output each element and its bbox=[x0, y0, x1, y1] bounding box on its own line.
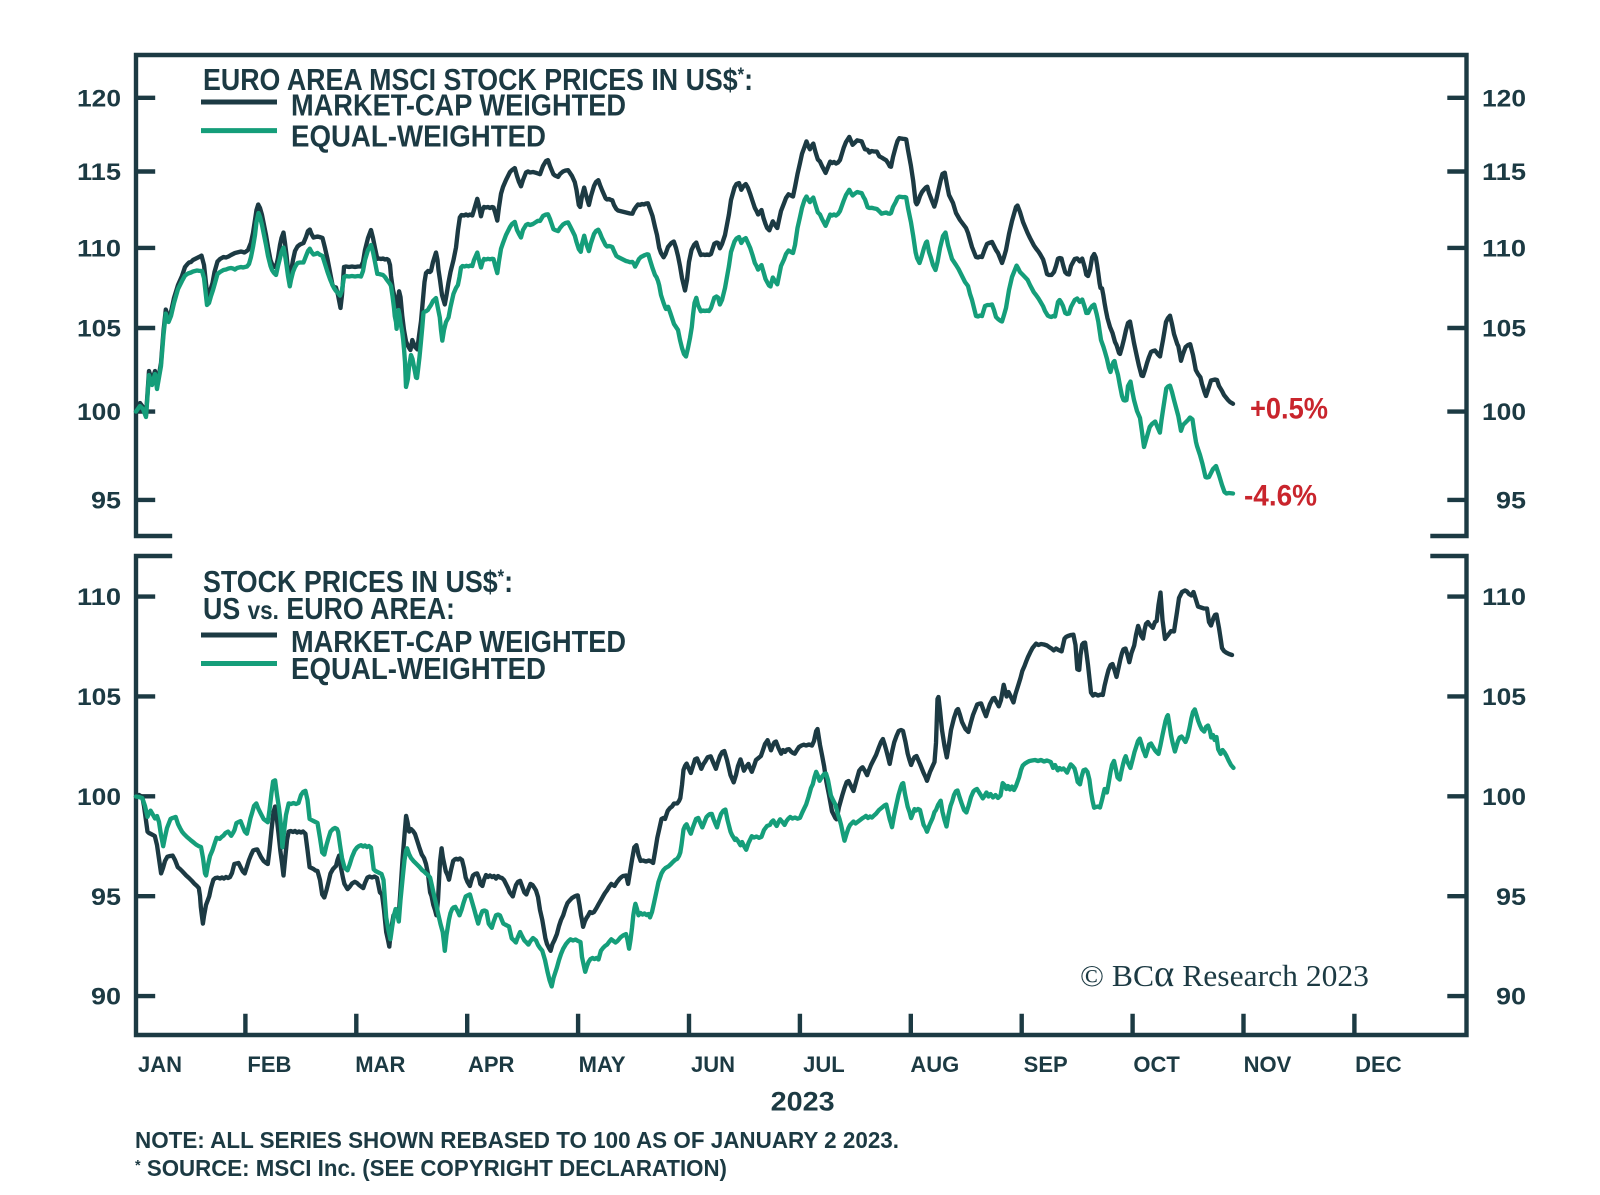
svg-text:110: 110 bbox=[1482, 236, 1526, 263]
svg-text:EURO AREA MSCI STOCK PRICES IN: EURO AREA MSCI STOCK PRICES IN US$*: bbox=[203, 62, 753, 97]
svg-text:105: 105 bbox=[1482, 684, 1526, 711]
svg-text:100: 100 bbox=[1482, 399, 1526, 426]
svg-text:110: 110 bbox=[77, 584, 121, 611]
svg-text:2023: 2023 bbox=[771, 1087, 835, 1117]
svg-text:120: 120 bbox=[1482, 85, 1526, 112]
svg-text:JAN: JAN bbox=[138, 1052, 182, 1077]
svg-text:MAR: MAR bbox=[355, 1052, 405, 1077]
svg-text:105: 105 bbox=[77, 316, 121, 343]
svg-text:AUG: AUG bbox=[910, 1052, 959, 1077]
svg-text:* SOURCE: MSCI Inc. (SEE COPYR: * SOURCE: MSCI Inc. (SEE COPYRIGHT DECLA… bbox=[135, 1155, 727, 1181]
svg-text:95: 95 bbox=[1496, 884, 1526, 911]
svg-text:NOTE: ALL SERIES SHOWN REBASED: NOTE: ALL SERIES SHOWN REBASED TO 100 AS… bbox=[135, 1127, 899, 1153]
svg-text:JUN: JUN bbox=[691, 1052, 735, 1077]
svg-text:115: 115 bbox=[77, 159, 121, 186]
svg-text:100: 100 bbox=[1482, 784, 1526, 811]
svg-text:MAY: MAY bbox=[579, 1052, 626, 1077]
svg-text:95: 95 bbox=[91, 884, 121, 911]
svg-text:JUL: JUL bbox=[803, 1052, 845, 1077]
svg-text:110: 110 bbox=[77, 236, 121, 263]
svg-text:FEB: FEB bbox=[247, 1052, 291, 1077]
svg-text:+0.5%: +0.5% bbox=[1250, 392, 1328, 425]
svg-text:90: 90 bbox=[91, 984, 121, 1011]
svg-text:95: 95 bbox=[91, 488, 121, 515]
svg-text:EQUAL-WEIGHTED: EQUAL-WEIGHTED bbox=[291, 651, 546, 686]
svg-text:OCT: OCT bbox=[1133, 1052, 1180, 1077]
svg-text:NOV: NOV bbox=[1244, 1052, 1292, 1077]
svg-text:MARKET-CAP WEIGHTED: MARKET-CAP WEIGHTED bbox=[291, 87, 626, 122]
svg-text:120: 120 bbox=[77, 85, 121, 112]
svg-text:100: 100 bbox=[77, 399, 121, 426]
svg-text:100: 100 bbox=[77, 784, 121, 811]
svg-text:APR: APR bbox=[468, 1052, 515, 1077]
svg-text:90: 90 bbox=[1496, 984, 1526, 1011]
svg-text:US vs. EURO AREA:: US vs. EURO AREA: bbox=[203, 591, 455, 626]
svg-text:105: 105 bbox=[1482, 316, 1526, 343]
svg-text:95: 95 bbox=[1496, 488, 1526, 515]
svg-text:DEC: DEC bbox=[1355, 1052, 1402, 1077]
svg-text:STOCK PRICES IN US$*:: STOCK PRICES IN US$*: bbox=[203, 564, 513, 599]
svg-text:105: 105 bbox=[77, 684, 121, 711]
svg-text:© BCα Research 2023: © BCα Research 2023 bbox=[1080, 953, 1369, 995]
svg-text:SEP: SEP bbox=[1024, 1052, 1068, 1077]
svg-text:MARKET-CAP WEIGHTED: MARKET-CAP WEIGHTED bbox=[291, 624, 626, 659]
svg-text:115: 115 bbox=[1482, 159, 1526, 186]
svg-text:EQUAL-WEIGHTED: EQUAL-WEIGHTED bbox=[291, 118, 546, 153]
svg-text:-4.6%: -4.6% bbox=[1244, 479, 1317, 512]
svg-text:110: 110 bbox=[1482, 584, 1526, 611]
